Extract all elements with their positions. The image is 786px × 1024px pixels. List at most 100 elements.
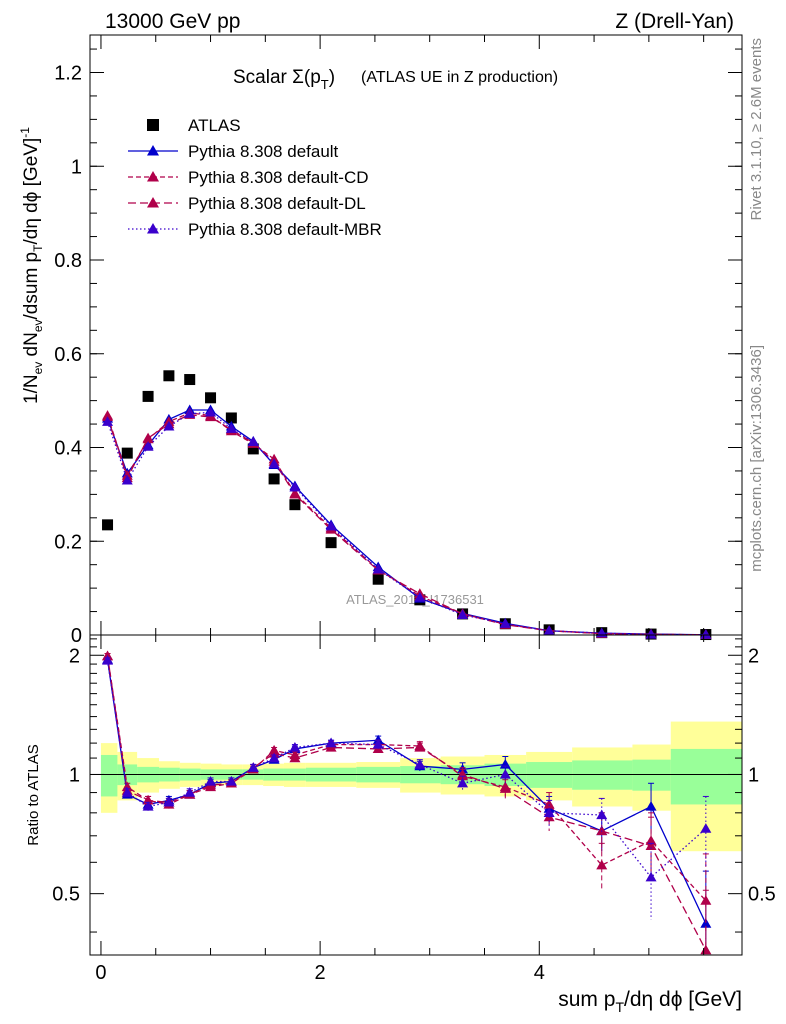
atlas-data-point [289, 499, 301, 511]
atlas-data-point [205, 392, 217, 404]
ratio-inner-band [100, 754, 118, 797]
atlas-data-point [102, 519, 114, 531]
mc-data-point [499, 618, 511, 628]
legend-label: Pythia 8.308 default-MBR [188, 220, 382, 239]
ratio-inner-band [632, 759, 671, 791]
ratio-data-point [414, 741, 426, 752]
ratio-data-point [700, 823, 712, 833]
ratio-data-point [499, 768, 511, 779]
mc-data-point [205, 406, 217, 417]
legend-marker [147, 119, 159, 131]
ratio-data-point [225, 775, 237, 786]
legend-marker [147, 145, 159, 156]
x-tick-label: 0 [95, 962, 106, 984]
ratio-data-point [700, 895, 712, 905]
ratio-data-point [372, 739, 384, 749]
ratio-ytick-label-right: 0.5 [748, 884, 776, 906]
mc-data-point [184, 408, 196, 418]
mc-data-point [247, 436, 259, 446]
ratio-data-point [142, 801, 154, 811]
mc-data-point [225, 423, 237, 433]
mcplots-label: mcplots.cern.ch [arXiv:1306.3436] [748, 345, 765, 572]
mc-data-point [372, 563, 384, 574]
ratio-uncertainty-bands [100, 721, 742, 852]
ratio-data-point [121, 787, 133, 797]
ratio-data-point [102, 654, 114, 665]
main-ytick-label: 1.2 [54, 63, 82, 85]
legend-label: Pythia 8.308 default [188, 142, 339, 161]
x-tick-label: 2 [315, 962, 326, 984]
ratio-data-point [457, 777, 469, 788]
legend: ATLAS Pythia 8.308 default Pythia 8.308 de… [128, 116, 382, 239]
ratio-ytick-label: 2 [69, 645, 80, 667]
chart-title: Scalar Σ(pT) [233, 67, 335, 92]
main-ytick-label: 0.2 [54, 531, 82, 553]
main-ytick-label: 0 [71, 625, 82, 647]
mc-data-point [543, 625, 555, 635]
mc-data-point [142, 441, 154, 451]
atlas-data-point [268, 473, 280, 485]
atlas-data-point [225, 412, 237, 424]
ratio-data-point [596, 809, 608, 820]
ratio-ytick-label-right: 2 [748, 645, 759, 667]
legend-marker [147, 197, 159, 208]
mc-data-point [163, 420, 175, 431]
ratio-data-point [268, 752, 280, 763]
atlas-data-point [121, 447, 133, 459]
atlas-data-point [372, 573, 384, 585]
ratio-data-point [414, 758, 426, 769]
atlas-data-point [142, 390, 154, 402]
ratio-data-point [645, 871, 657, 882]
x-axis-label-rest: /dη dϕ [GeV] [624, 988, 742, 1011]
ratio-series [102, 650, 712, 955]
legend-marker [147, 171, 159, 182]
ratio-ytick-label-right: 1 [748, 764, 759, 786]
ratio-data-point [163, 796, 175, 807]
legend-label: Pythia 8.308 default-CD [188, 168, 369, 187]
ratio-data-point [325, 737, 337, 748]
ratio-data-point [543, 807, 555, 817]
ratio-data-point [700, 918, 712, 928]
ratio-data-point [205, 775, 217, 786]
ratio-ytick-label: 0.5 [52, 884, 80, 906]
legend-marker [147, 223, 159, 234]
x-axis-label: sum pT/dη dϕ [GeV] [558, 988, 742, 1015]
ratio-data-point [289, 752, 301, 763]
ratio-data-point [289, 741, 301, 752]
mc-data-point [121, 474, 133, 485]
atlas-data-point [247, 443, 259, 455]
legend-label: Pythia 8.308 default-DL [188, 194, 366, 213]
legend-label: ATLAS [188, 116, 241, 135]
main-ytick-label: 0.4 [54, 438, 82, 460]
chart-title-close: ) [329, 67, 335, 88]
ratio-data-point [247, 762, 259, 772]
chart-title-main: Scalar Σ(p [233, 67, 321, 88]
ratio-ytick-label: 1 [69, 764, 80, 786]
atlas-data-point [184, 374, 196, 386]
mc-data-point [414, 592, 426, 602]
ratio-data-point [645, 835, 657, 845]
x-axis-label-sub: T [615, 999, 624, 1015]
ratio-data-point [596, 859, 608, 870]
mc-data-point [289, 481, 301, 492]
x-tick-label: 4 [534, 962, 545, 984]
main-ytick-label: 1 [71, 156, 82, 178]
ratio-panel: 0.5 0.5 1 1 2 2 0 2 4 Ratio to ATLAS sum pT/dη d… [25, 634, 776, 1015]
main-ticks: 0 0.2 0.4 0.6 0.8 1 1.2 [54, 35, 742, 647]
main-ytick-label: 0.8 [54, 250, 82, 272]
ratio-data-point [645, 801, 657, 811]
ratio-data-point [184, 787, 196, 797]
ratio-inner-band [670, 748, 742, 805]
ratio-data-point [596, 825, 608, 836]
main-panel: 00.20.40.60.811.2 ATLAS_2019_I1736531 Sc… [18, 34, 743, 647]
ratio-inner-band [572, 760, 633, 790]
main-y-axis-label: 1/Nev dNev/dsum pT/dη dϕ [GeV]-1 [18, 127, 45, 404]
mc-data-point [645, 629, 657, 639]
chart-title-sub: T [321, 77, 329, 92]
mc-data-point [325, 520, 337, 531]
mc-data-point [700, 629, 712, 639]
main-ytick-label: 0.6 [54, 344, 82, 366]
mc-data-point [268, 458, 280, 469]
ratio-data-point [499, 783, 511, 793]
